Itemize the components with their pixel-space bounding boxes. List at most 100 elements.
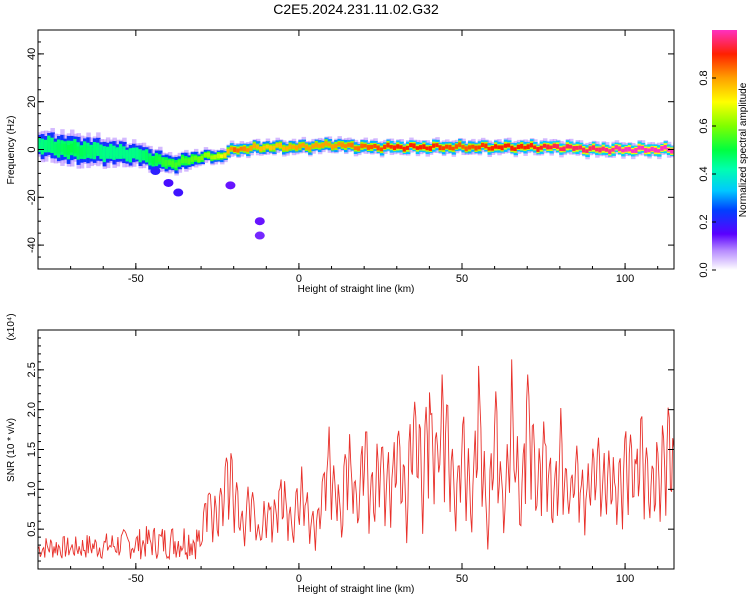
heat-cell bbox=[226, 150, 232, 153]
y-tick-label: 0.5 bbox=[26, 522, 38, 537]
heat-cell bbox=[148, 157, 153, 161]
heat-cell bbox=[539, 146, 545, 149]
heat-cell bbox=[631, 150, 636, 153]
heat-cell bbox=[644, 149, 649, 152]
heat-cell bbox=[229, 147, 235, 150]
heat-cell bbox=[389, 145, 395, 148]
heat-cell bbox=[145, 153, 150, 158]
heat-cell bbox=[477, 146, 483, 149]
snr-ylabel: SNR (10 * v/v) bbox=[6, 418, 17, 482]
heat-cell bbox=[598, 148, 603, 152]
heat-cell bbox=[660, 147, 665, 150]
heat-cell bbox=[262, 147, 267, 149]
heat-cell bbox=[96, 147, 101, 152]
x-tick-label: 100 bbox=[616, 273, 634, 285]
heat-cell bbox=[288, 145, 293, 148]
y-tick-label: 20 bbox=[26, 96, 38, 108]
heat-cell bbox=[510, 147, 515, 150]
snr-panel: -50 0 50 100 0.5 1.0 1.5 2.0 2.5 Height of strai… bbox=[6, 313, 675, 595]
colorbar-tick-label: 0.0 bbox=[698, 262, 710, 277]
heat-cell bbox=[73, 145, 78, 151]
heat-cell bbox=[200, 156, 205, 159]
heat-cell bbox=[428, 147, 434, 150]
x-tick-label: 0 bbox=[296, 273, 302, 285]
heat-cell bbox=[595, 148, 600, 151]
y-tick-label: 0 bbox=[26, 146, 38, 152]
heat-cell bbox=[608, 150, 613, 153]
heat-cell bbox=[138, 154, 143, 158]
heat-cell bbox=[559, 148, 564, 151]
heat-cell bbox=[448, 146, 453, 149]
heat-cell bbox=[415, 147, 421, 149]
heat-cell bbox=[47, 141, 52, 147]
heat-cell bbox=[233, 148, 238, 151]
heat-cell bbox=[83, 147, 88, 153]
heat-cell bbox=[216, 154, 222, 158]
heat-cell bbox=[131, 151, 137, 155]
heat-cell bbox=[207, 153, 212, 157]
heat-cell bbox=[180, 158, 186, 162]
heat-cell bbox=[308, 147, 313, 150]
heat-cell bbox=[396, 145, 401, 148]
heat-cell bbox=[128, 153, 134, 158]
heat-cell bbox=[650, 147, 656, 151]
heat-cell bbox=[490, 147, 496, 150]
heat-cell bbox=[627, 148, 633, 151]
heat-cell bbox=[275, 144, 280, 147]
heat-cell bbox=[79, 149, 85, 155]
heat-cell bbox=[324, 142, 329, 145]
heat-cell bbox=[474, 146, 479, 150]
heat-cell bbox=[591, 146, 597, 149]
heat-cell bbox=[533, 146, 538, 149]
heat-cell bbox=[445, 145, 450, 148]
colorbar-ticks: 0.0 0.2 0.4 0.6 0.8 bbox=[698, 70, 716, 278]
heat-cell bbox=[383, 145, 388, 149]
heat-cell bbox=[392, 146, 398, 149]
heat-cell bbox=[379, 148, 385, 151]
heat-cell bbox=[38, 142, 42, 147]
snr-axes: -50 0 50 100 0.5 1.0 1.5 2.0 2.5 bbox=[26, 330, 674, 585]
heat-cell bbox=[578, 146, 584, 149]
heat-cell bbox=[43, 143, 49, 149]
heat-cell bbox=[663, 146, 669, 149]
heat-blob bbox=[254, 217, 265, 226]
heat-cell bbox=[40, 144, 46, 149]
y-tick-label: -40 bbox=[26, 237, 38, 253]
heat-cell bbox=[246, 149, 251, 151]
heat-cell bbox=[53, 145, 59, 152]
heat-cell bbox=[611, 148, 616, 151]
heat-cell bbox=[412, 144, 417, 148]
colorbar-tick-label: 0.8 bbox=[698, 70, 710, 85]
heat-cell bbox=[122, 150, 127, 155]
heat-cell bbox=[304, 146, 310, 149]
heat-cell bbox=[425, 147, 430, 150]
heat-cell bbox=[549, 146, 554, 149]
heat-cell bbox=[158, 157, 163, 161]
heat-cell bbox=[321, 144, 326, 147]
heat-blob bbox=[254, 231, 265, 240]
heat-cell bbox=[151, 159, 157, 164]
heat-cell bbox=[461, 145, 466, 148]
x-tick-label: 50 bbox=[456, 573, 468, 585]
heat-cell bbox=[118, 149, 124, 154]
spectrogram-xlabel: Height of straight line (km) bbox=[298, 284, 415, 295]
heat-cell bbox=[193, 157, 199, 160]
heat-cell bbox=[503, 144, 509, 147]
heat-cell bbox=[76, 148, 81, 153]
heat-cell bbox=[259, 147, 264, 151]
heat-cell bbox=[272, 146, 277, 149]
heat-cell bbox=[295, 146, 300, 150]
heat-cell bbox=[282, 147, 287, 150]
heat-cell bbox=[624, 148, 629, 151]
heat-cell bbox=[617, 147, 623, 150]
heat-cell bbox=[376, 146, 382, 150]
heat-cell bbox=[634, 149, 639, 152]
colorbar-tick-label: 0.4 bbox=[698, 166, 710, 181]
heat-cell bbox=[285, 147, 290, 150]
heat-cell bbox=[614, 146, 620, 149]
heat-cell bbox=[105, 150, 111, 155]
heat-cell bbox=[334, 145, 339, 147]
heat-cell bbox=[441, 147, 447, 150]
heat-cell bbox=[314, 143, 320, 147]
